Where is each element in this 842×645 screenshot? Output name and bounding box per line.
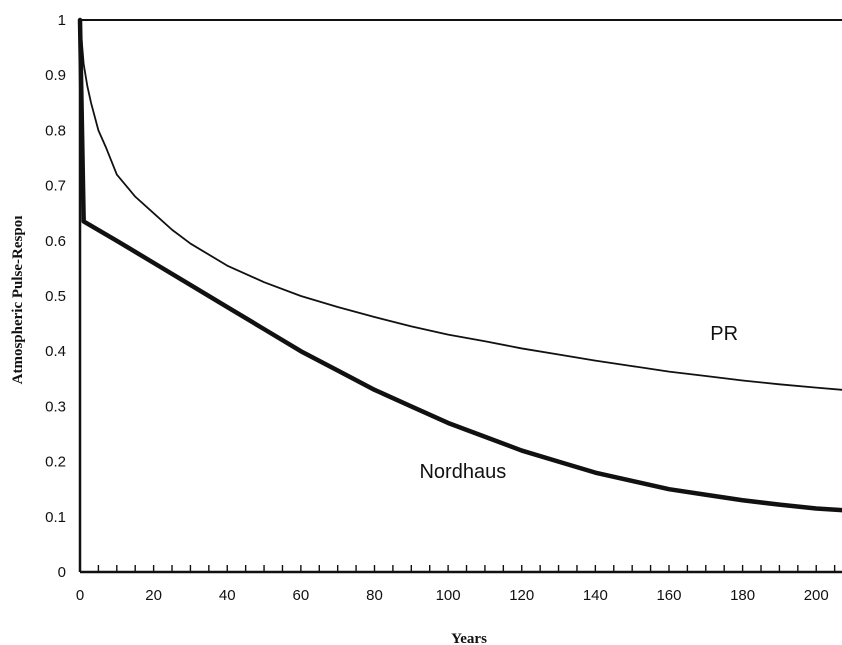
- y-tick-label: 0.9: [45, 67, 66, 84]
- x-tick-label: 140: [583, 587, 608, 604]
- x-tick-label: 0: [76, 587, 84, 604]
- x-tick-label: 180: [730, 587, 755, 604]
- x-tick-label: 60: [293, 587, 310, 604]
- y-tick-label: 1: [58, 12, 66, 29]
- series-line-nordhaus: [77, 17, 842, 513]
- x-tick-labels: 0 20 40 60 80 100 120 140 160 180 200: [76, 587, 829, 604]
- y-tick-label: 0.3: [45, 398, 66, 415]
- y-tick-label: 0.7: [45, 178, 66, 195]
- x-tick-label: 80: [366, 587, 383, 604]
- x-tick-label: 160: [656, 587, 681, 604]
- y-tick-label: 0.1: [45, 509, 66, 526]
- y-tick-label: 0.6: [45, 233, 66, 250]
- y-tick-label: 0.2: [45, 454, 66, 471]
- series-label-nordhaus: Nordhaus: [419, 461, 506, 483]
- series-label-pr: PR: [710, 323, 738, 345]
- x-tick-label: 100: [436, 587, 461, 604]
- y-tick-label: 0.4: [45, 343, 66, 360]
- series-layer: [77, 17, 842, 513]
- y-axis-title: Atmospheric Pulse-Respoı: [10, 216, 26, 385]
- y-tick-label: 0: [58, 564, 66, 581]
- y-tick-labels: 0 0.1 0.2 0.3 0.4 0.5 0.6 0.7 0.8 0.9 1: [45, 12, 66, 581]
- x-tick-label: 200: [804, 587, 829, 604]
- x-tick-label: 20: [145, 587, 162, 604]
- y-tick-label: 0.5: [45, 288, 66, 305]
- y-tick-label: 0.8: [45, 122, 66, 139]
- x-tick-label: 40: [219, 587, 236, 604]
- x-tick-label: 120: [509, 587, 534, 604]
- series-line-pr: [79, 19, 842, 391]
- x-axis-title: Years: [451, 631, 487, 645]
